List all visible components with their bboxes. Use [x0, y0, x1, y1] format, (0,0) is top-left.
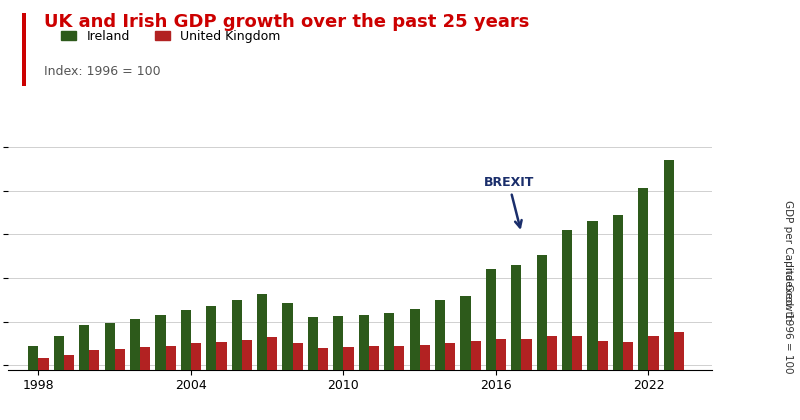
Bar	[140, 347, 150, 420]
Bar	[420, 345, 430, 420]
Bar	[460, 296, 470, 420]
Bar	[293, 343, 303, 420]
Text: UK and Irish GDP growth over the past 25 years: UK and Irish GDP growth over the past 25…	[44, 13, 530, 31]
Bar	[358, 315, 369, 420]
Bar	[206, 306, 217, 420]
Bar	[598, 341, 608, 420]
Bar	[537, 255, 547, 420]
Text: Indexed: 1996 = 100: Indexed: 1996 = 100	[783, 265, 793, 374]
Bar	[79, 325, 90, 420]
Bar	[384, 313, 394, 420]
Bar	[155, 315, 166, 420]
Bar	[242, 340, 252, 420]
Bar	[572, 336, 582, 420]
Bar	[257, 294, 267, 420]
Bar	[54, 336, 64, 420]
Bar	[470, 341, 481, 420]
Bar	[394, 346, 405, 420]
Bar	[445, 343, 455, 420]
Bar	[486, 269, 496, 420]
Bar	[410, 309, 420, 420]
Bar	[435, 300, 445, 420]
Bar	[217, 342, 226, 420]
Bar	[623, 342, 634, 420]
Bar	[649, 336, 658, 420]
Bar	[522, 339, 531, 420]
Bar	[369, 346, 379, 420]
Bar	[38, 358, 49, 420]
Bar	[191, 344, 201, 420]
Bar	[613, 215, 623, 420]
Bar	[282, 303, 293, 420]
Bar	[664, 160, 674, 420]
Bar	[90, 350, 99, 420]
Bar	[28, 346, 38, 420]
Bar	[496, 339, 506, 420]
Bar	[511, 265, 522, 420]
Bar	[308, 317, 318, 420]
Bar	[343, 347, 354, 420]
Bar	[674, 332, 684, 420]
Bar	[334, 315, 343, 420]
Bar	[114, 349, 125, 420]
Text: GDP per Capita Growth: GDP per Capita Growth	[783, 200, 793, 321]
Bar	[318, 348, 328, 420]
Bar	[105, 323, 114, 420]
Text: Index: 1996 = 100: Index: 1996 = 100	[44, 65, 161, 78]
Bar	[130, 319, 140, 420]
Bar	[181, 310, 191, 420]
Bar	[166, 346, 176, 420]
Bar	[562, 230, 572, 420]
Bar	[64, 355, 74, 420]
Bar	[587, 221, 598, 420]
Bar	[638, 188, 649, 420]
Text: BREXIT: BREXIT	[483, 176, 534, 227]
Bar	[547, 336, 557, 420]
Bar	[232, 300, 242, 420]
Bar	[267, 337, 278, 420]
Legend: Ireland, United Kingdom: Ireland, United Kingdom	[57, 25, 286, 48]
